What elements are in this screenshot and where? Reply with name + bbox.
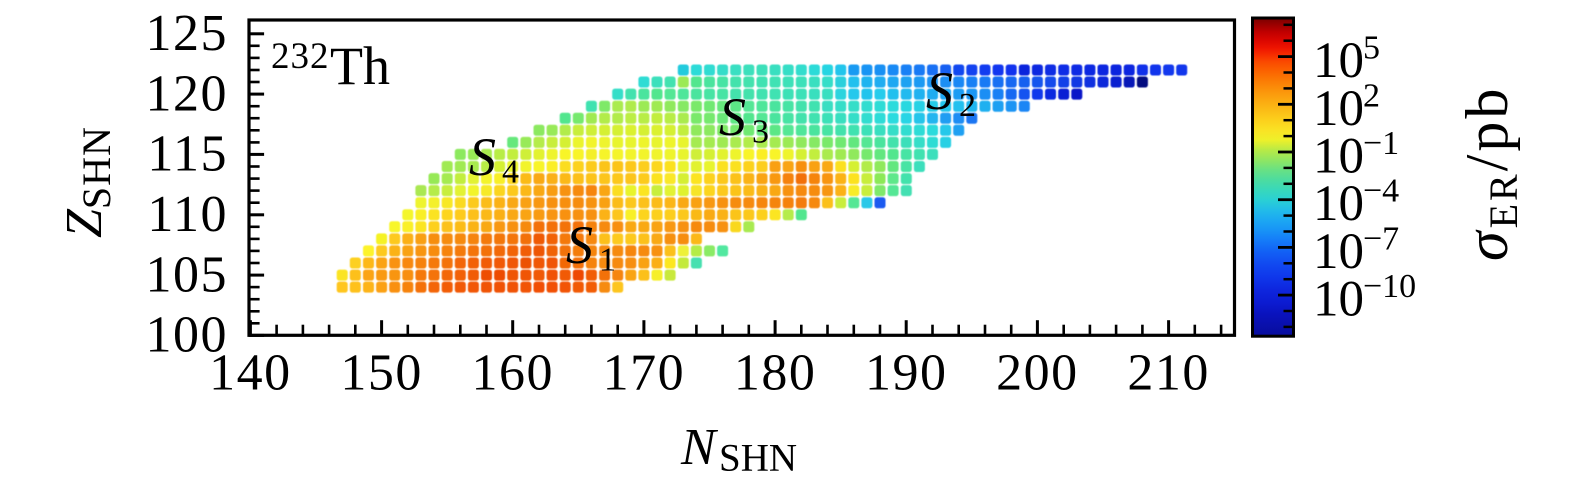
svg-text:10: 10 xyxy=(1313,33,1364,89)
svg-text:σER/pb: σER/pb xyxy=(1454,86,1526,261)
svg-text:−7: −7 xyxy=(1363,220,1399,257)
svg-text:1: 1 xyxy=(599,242,616,279)
svg-text:5: 5 xyxy=(1363,30,1380,67)
svg-text:150: 150 xyxy=(340,345,423,402)
svg-text:4: 4 xyxy=(502,154,519,191)
svg-text:200: 200 xyxy=(996,345,1079,402)
svg-text:125: 125 xyxy=(146,5,229,62)
svg-text:100: 100 xyxy=(146,307,229,364)
svg-text:115: 115 xyxy=(147,126,228,183)
svg-text:SHN: SHN xyxy=(719,437,797,480)
svg-text:140: 140 xyxy=(209,345,292,402)
svg-text:S: S xyxy=(719,87,746,147)
svg-text:S: S xyxy=(566,215,593,275)
svg-text:Th: Th xyxy=(330,36,390,96)
svg-text:10: 10 xyxy=(1313,81,1364,137)
svg-text:−4: −4 xyxy=(1363,173,1399,210)
svg-text:10: 10 xyxy=(1313,272,1364,328)
svg-text:210: 210 xyxy=(1127,345,1210,402)
svg-text:−10: −10 xyxy=(1363,268,1416,305)
svg-text:105: 105 xyxy=(146,246,229,303)
svg-text:170: 170 xyxy=(603,345,686,402)
svg-text:120: 120 xyxy=(146,65,229,122)
svg-text:232: 232 xyxy=(271,36,330,77)
svg-text:ZSHN: ZSHN xyxy=(56,126,119,238)
svg-text:10: 10 xyxy=(1313,224,1364,280)
svg-text:2: 2 xyxy=(1363,77,1380,114)
svg-text:2: 2 xyxy=(959,87,976,124)
svg-text:160: 160 xyxy=(471,345,554,402)
svg-text:N: N xyxy=(680,419,719,476)
svg-text:10: 10 xyxy=(1313,129,1364,185)
svg-text:180: 180 xyxy=(734,345,817,402)
svg-text:3: 3 xyxy=(752,114,769,151)
svg-text:−1: −1 xyxy=(1363,125,1399,162)
svg-text:110: 110 xyxy=(147,186,228,243)
svg-text:10: 10 xyxy=(1313,176,1364,232)
svg-text:S: S xyxy=(469,127,496,187)
svg-text:S: S xyxy=(926,61,953,121)
svg-text:190: 190 xyxy=(865,345,948,402)
